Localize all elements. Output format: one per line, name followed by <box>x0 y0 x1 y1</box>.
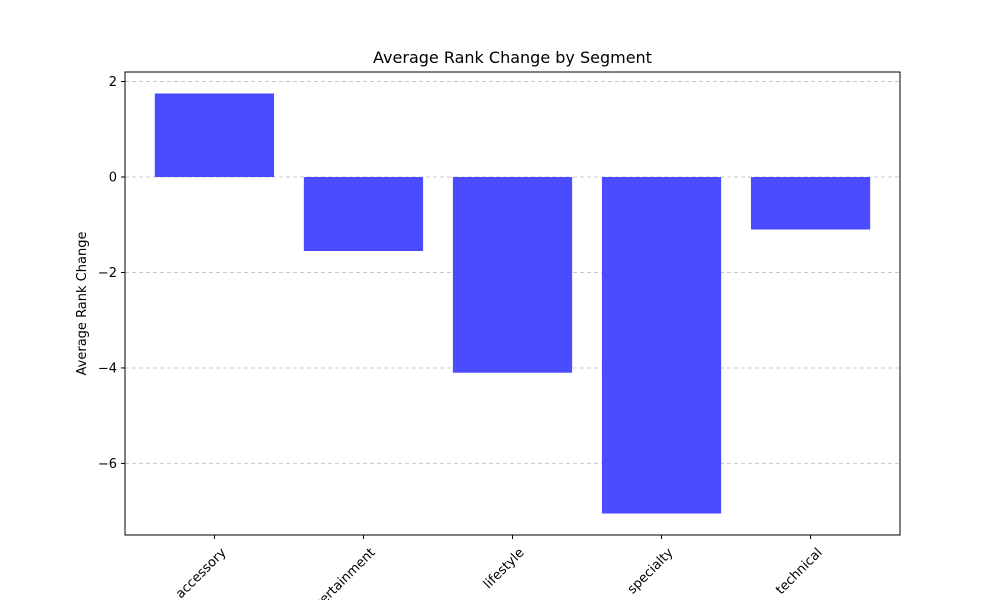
y-axis: 2 0 −2 −4 −6 <box>98 75 125 472</box>
bars <box>154 93 871 514</box>
y-tick-label: −6 <box>98 457 117 472</box>
y-tick-label: −2 <box>98 266 117 281</box>
x-tick-label-accessory: accessory <box>173 545 230 600</box>
bar-technical <box>750 177 871 230</box>
bar-accessory <box>154 93 275 178</box>
x-tick-label-entertainment: entertainment <box>302 545 379 600</box>
bar-entertainment <box>303 177 424 251</box>
y-axis-title: Average Rank Change <box>75 232 90 376</box>
y-tick-label: −4 <box>98 361 117 376</box>
x-tick-label-specialty: specialty <box>625 545 677 597</box>
x-tick-label-technical: technical <box>773 545 825 597</box>
bar-lifestyle <box>452 177 573 373</box>
x-tick-label-lifestyle: lifestyle <box>481 545 528 592</box>
y-tick-label: 2 <box>109 75 117 90</box>
x-axis: accessory entertainment lifestyle specialty… <box>173 535 826 600</box>
y-tick-label: 0 <box>109 171 117 186</box>
chart-title: Average Rank Change by Segment <box>373 48 652 67</box>
bar-specialty <box>601 177 722 514</box>
